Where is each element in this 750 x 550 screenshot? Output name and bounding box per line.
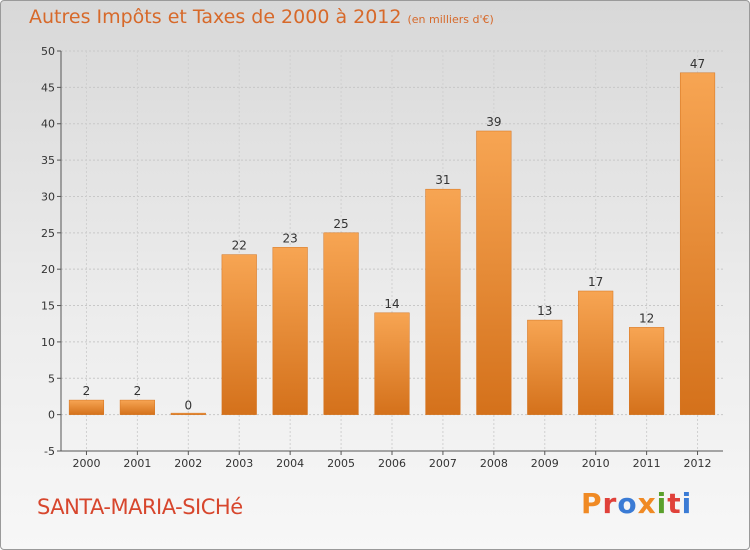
data-label-2006: 14 <box>384 297 399 311</box>
logo-letter: r <box>602 487 618 520</box>
data-label-2007: 31 <box>435 173 450 187</box>
bar-2007[interactable] <box>425 188 461 415</box>
y-tick-label: 25 <box>41 227 55 240</box>
bar-2003[interactable] <box>221 254 257 415</box>
logo-letter: o <box>617 487 638 520</box>
y-tick-label: 10 <box>41 336 55 349</box>
data-label-2011: 12 <box>639 311 654 325</box>
data-label-2004: 23 <box>283 231 298 245</box>
x-tick-label: 2000 <box>72 457 100 470</box>
y-tick-label: 20 <box>41 263 55 276</box>
x-tick-label: 2001 <box>123 457 151 470</box>
logo-letter: i <box>656 487 668 520</box>
x-tick-label: 2002 <box>174 457 202 470</box>
x-tick-label: 2007 <box>429 457 457 470</box>
y-tick-label: 45 <box>41 81 55 94</box>
commune-name: SANTA-MARIA-SICHé <box>37 495 243 519</box>
y-tick-label: 40 <box>41 118 55 131</box>
data-label-2002: 0 <box>184 399 192 413</box>
logo-letter: P <box>581 487 603 520</box>
y-tick-label: 5 <box>48 372 55 385</box>
logo-letter: x <box>637 487 657 520</box>
bar-2008[interactable] <box>476 130 512 415</box>
title-text: Autres Impôts et Taxes de 2000 à 2012 <box>29 6 402 28</box>
bar-2010[interactable] <box>578 290 614 415</box>
x-tick-label: 2003 <box>225 457 253 470</box>
bar-2004[interactable] <box>272 247 308 415</box>
bar-2009[interactable] <box>527 319 563 415</box>
data-label-2000: 2 <box>83 384 91 398</box>
logo-letter: i <box>681 487 693 520</box>
bar-2001[interactable] <box>119 399 155 415</box>
x-tick-label: 2006 <box>378 457 406 470</box>
x-tick-label: 2010 <box>582 457 610 470</box>
bar-2006[interactable] <box>374 312 410 415</box>
chart-title: Autres Impôts et Taxes de 2000 à 2012 (en… <box>29 6 494 28</box>
y-tick-label: 35 <box>41 154 55 167</box>
x-tick-label: 2009 <box>531 457 559 470</box>
data-label-2005: 25 <box>333 217 348 231</box>
x-tick-label: 2011 <box>633 457 661 470</box>
data-label-2012: 47 <box>690 57 705 71</box>
data-label-2003: 22 <box>232 239 247 253</box>
title-unit: (en milliers d'€) <box>407 13 494 26</box>
y-tick-label: 30 <box>41 190 55 203</box>
y-tick-label: 0 <box>48 409 55 422</box>
y-tick-label: 15 <box>41 300 55 313</box>
x-tick-label: 2008 <box>480 457 508 470</box>
logo-letter: t <box>667 487 682 520</box>
bar-2011[interactable] <box>629 327 665 415</box>
y-tick-label: 50 <box>41 45 55 58</box>
data-label-2008: 39 <box>486 115 501 129</box>
x-tick-label: 2005 <box>327 457 355 470</box>
data-label-2010: 17 <box>588 275 603 289</box>
bars <box>68 72 716 415</box>
x-tick-label: 2012 <box>684 457 712 470</box>
data-label-2009: 13 <box>537 304 552 318</box>
bar-2012[interactable] <box>679 72 716 415</box>
data-label-2001: 2 <box>134 384 142 398</box>
y-tick-label: -5 <box>44 445 55 458</box>
bar-2002[interactable] <box>170 412 206 415</box>
x-tick-label: 2004 <box>276 457 304 470</box>
bar-2000[interactable] <box>68 399 105 415</box>
bar-2005[interactable] <box>323 232 359 415</box>
proxiti-logo[interactable]: Proxiti <box>581 487 692 520</box>
